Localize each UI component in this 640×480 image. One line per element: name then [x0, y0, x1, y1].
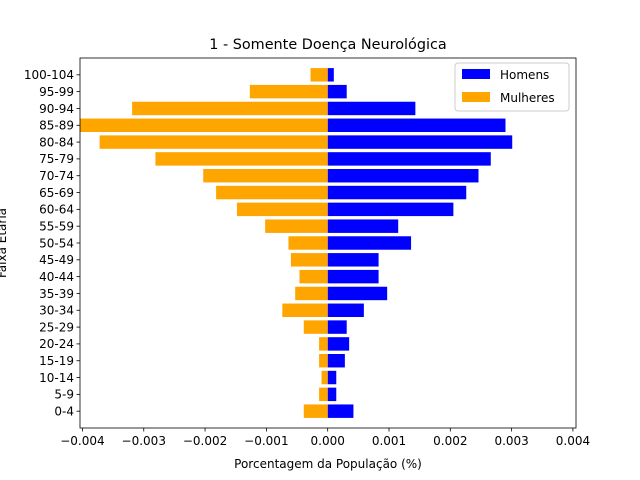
bar-mulheres-20-24: [319, 337, 328, 351]
bar-homens-55-59: [327, 219, 399, 233]
bar-homens-85-89: [327, 118, 506, 132]
bar-homens-75-79: [327, 152, 491, 166]
bar-mulheres-10-14: [321, 370, 328, 385]
chart-title: 1 - Somente Doença Neurológica: [209, 37, 446, 53]
y-tick-label-70-74: 70-74: [39, 169, 74, 183]
legend-swatch-mulheres: [462, 92, 490, 102]
bar-homens-95-99: [327, 84, 347, 99]
x-axis: −0.004 −0.003 −0.002 −0.001 0.000 0.001 0.002 0…: [60, 428, 590, 448]
bar-homens-30-34: [327, 303, 364, 317]
x-tick-label: −0.004: [60, 434, 104, 448]
y-tick-label-15-19: 15-19: [39, 354, 74, 368]
y-tick-label-75-79: 75-79: [39, 152, 74, 166]
bar-homens-80-84: [327, 135, 513, 149]
bar-homens-70-74: [327, 169, 479, 183]
bar-homens-35-39: [327, 286, 388, 301]
bar-mulheres-0-4: [303, 404, 328, 418]
bar-mulheres-50-54: [288, 236, 328, 250]
bars-group: [80, 68, 513, 418]
legend: Homens Mulheres: [454, 62, 570, 112]
bar-homens-100-104: [327, 68, 334, 82]
bar-mulheres-80-84: [99, 135, 328, 149]
bar-mulheres-40-44: [299, 269, 328, 284]
y-axis: 0-4 5-9 10-14 15-19 20-24 25-29 30-34 35-39 40-4…: [24, 68, 80, 418]
y-tick-label-35-39: 35-39: [39, 287, 74, 301]
y-tick-label-40-44: 40-44: [39, 270, 74, 284]
y-tick-label-85-89: 85-89: [39, 119, 74, 133]
bar-mulheres-90-94: [132, 101, 328, 116]
bar-homens-45-49: [327, 253, 379, 267]
legend-label-homens: Homens: [500, 68, 549, 82]
bar-homens-25-29: [327, 320, 347, 334]
y-tick-label-90-94: 90-94: [39, 102, 74, 116]
plot-frame: [79, 57, 577, 429]
bar-mulheres-45-49: [290, 253, 328, 267]
y-tick-label-45-49: 45-49: [39, 253, 74, 267]
bar-homens-20-24: [327, 337, 350, 351]
y-tick-label-55-59: 55-59: [39, 219, 74, 233]
y-tick-label-10-14: 10-14: [39, 371, 74, 385]
bar-homens-50-54: [327, 236, 412, 250]
bar-mulheres-65-69: [216, 185, 328, 200]
y-tick-label-80-84: 80-84: [39, 135, 74, 149]
x-tick-label: 0.004: [556, 434, 590, 448]
x-tick-label: −0.003: [122, 434, 166, 448]
bar-homens-90-94: [327, 101, 416, 116]
bar-mulheres-95-99: [249, 84, 328, 99]
bar-mulheres-60-64: [236, 202, 328, 217]
x-tick-label: 0.002: [433, 434, 467, 448]
y-tick-label-20-24: 20-24: [39, 337, 74, 351]
y-axis-label: Faixa Etária: [0, 208, 9, 278]
y-tick-label-0-4: 0-4: [54, 404, 74, 418]
x-axis-label: Porcentagem da População (%): [234, 457, 422, 471]
y-tick-label-100-104: 100-104: [24, 68, 74, 82]
x-tick-label: −0.001: [244, 434, 288, 448]
bar-mulheres-30-34: [282, 303, 328, 317]
bar-mulheres-35-39: [295, 286, 328, 301]
y-tick-label-5-9: 5-9: [54, 388, 74, 402]
bar-mulheres-100-104: [310, 68, 328, 82]
bar-homens-65-69: [327, 185, 467, 200]
bar-mulheres-15-19: [319, 354, 328, 368]
x-tick-label: 0.003: [494, 434, 528, 448]
x-tick-label: 0.001: [372, 434, 406, 448]
bar-mulheres-55-59: [265, 219, 328, 233]
bar-homens-0-4: [327, 404, 354, 418]
bar-homens-5-9: [327, 387, 337, 402]
y-tick-label-60-64: 60-64: [39, 203, 74, 217]
y-tick-label-95-99: 95-99: [39, 85, 74, 99]
bar-mulheres-75-79: [155, 152, 328, 166]
legend-label-mulheres: Mulheres: [500, 91, 555, 105]
bar-mulheres-5-9: [319, 387, 328, 402]
bar-homens-60-64: [327, 202, 454, 217]
bar-homens-10-14: [327, 370, 337, 385]
y-tick-label-65-69: 65-69: [39, 186, 74, 200]
x-tick-label: −0.002: [183, 434, 227, 448]
x-tick-label: 0.000: [311, 434, 345, 448]
bar-mulheres-70-74: [203, 169, 328, 183]
bar-homens-40-44: [327, 269, 379, 284]
y-tick-label-50-54: 50-54: [39, 236, 74, 250]
bar-mulheres-85-89: [80, 118, 328, 132]
bar-mulheres-25-29: [303, 320, 328, 334]
y-tick-label-30-34: 30-34: [39, 304, 74, 318]
y-tick-label-25-29: 25-29: [39, 320, 74, 334]
bar-homens-15-19: [327, 354, 345, 368]
legend-swatch-homens: [462, 69, 490, 79]
